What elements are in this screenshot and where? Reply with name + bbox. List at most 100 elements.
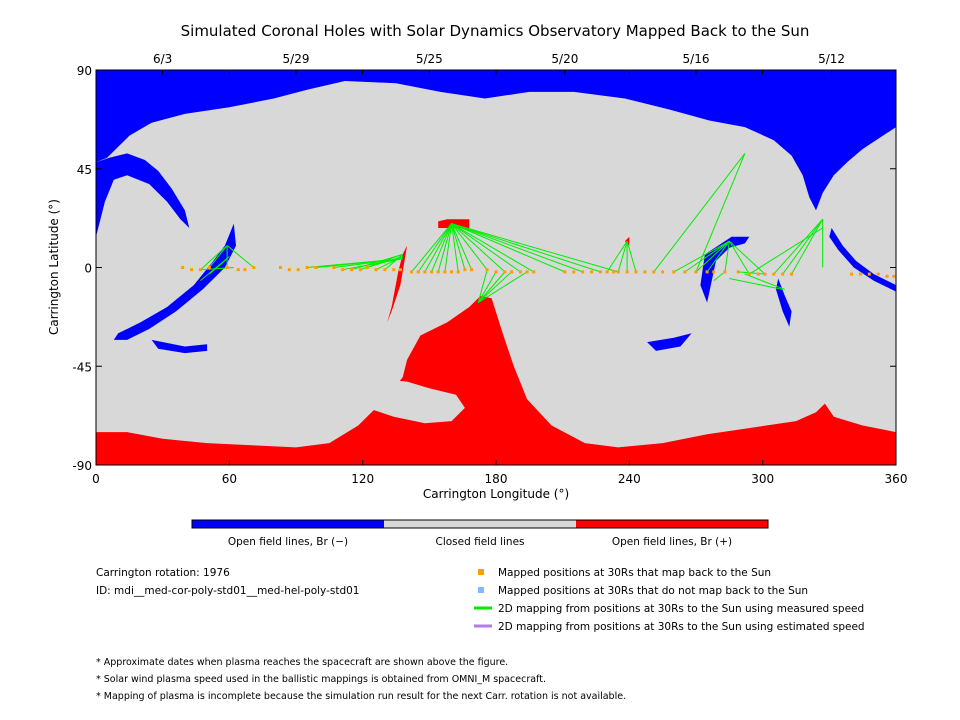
x-tick-label: 60	[222, 472, 237, 486]
mapped-point	[858, 272, 862, 276]
mapped-point	[763, 272, 767, 276]
region-arc1-tail	[151, 339, 208, 354]
mapped-point	[278, 266, 282, 269]
mapping-line	[342, 258, 403, 271]
legend-label: 2D mapping from positions at 30Rs to the…	[498, 603, 864, 615]
mapped-point	[436, 270, 440, 274]
mapping-line	[411, 223, 452, 273]
mapped-point	[885, 274, 889, 278]
mapping-line	[695, 240, 730, 273]
legend: Mapped positions at 30Rs that map back t…	[474, 567, 865, 633]
mapping-line	[451, 223, 506, 273]
mapped-point	[365, 266, 369, 269]
mapped-point	[443, 270, 447, 274]
mapped-point	[781, 272, 785, 276]
run-id-text: ID: mdi__med-cor-poly-std01__med-hel-pol…	[96, 585, 359, 597]
region-north-neg-polar	[96, 70, 896, 211]
mapped-point	[518, 270, 522, 274]
mapping-line	[477, 271, 506, 303]
mapped-point	[332, 266, 336, 269]
mapped-point	[634, 270, 638, 274]
carrington-rotation-text: Carrington rotation: 1976	[96, 567, 230, 579]
x-tick-label: 180	[485, 472, 508, 486]
mapped-point	[612, 270, 616, 274]
mapping-line	[477, 271, 528, 304]
mapping-line	[451, 223, 521, 273]
mapping-line	[424, 223, 452, 273]
mapped-point	[190, 268, 194, 272]
x-tick-label: 0	[92, 472, 100, 486]
mapping-line	[451, 223, 566, 273]
legend-label: Mapped positions at 30Rs that do not map…	[498, 585, 808, 597]
mapping-line	[673, 240, 730, 273]
colorbar-segment	[576, 520, 768, 528]
x-tick-label: 240	[618, 472, 641, 486]
mapping-line	[431, 223, 453, 273]
region-pos-top	[438, 219, 470, 228]
mapping-line	[384, 253, 403, 271]
mapped-point	[450, 270, 454, 274]
mapped-point	[572, 270, 576, 274]
mapped-point	[383, 268, 387, 272]
map-area	[96, 70, 896, 465]
mapped-point	[252, 266, 256, 269]
y-tick-label: 0	[84, 262, 92, 276]
mapped-point	[790, 272, 794, 276]
mapped-point	[485, 268, 489, 272]
mapping-line	[744, 273, 786, 290]
mapping-line	[226, 245, 255, 268]
mapping-line	[477, 271, 512, 303]
mapped-point	[712, 270, 716, 274]
x-tick-label: 120	[351, 472, 374, 486]
mapped-point	[503, 270, 507, 274]
mapped-point	[694, 270, 698, 274]
colorbar-segment	[384, 520, 576, 528]
x-tick-label: 360	[885, 472, 908, 486]
mapped-point	[350, 268, 354, 272]
y-tick-label: 45	[77, 163, 92, 177]
mapped-point	[850, 272, 854, 276]
y-tick-label: -45	[72, 360, 92, 374]
mapped-point	[423, 270, 427, 274]
mapping-line	[451, 223, 459, 272]
mapping-line	[451, 223, 601, 273]
region-small-hole-c	[647, 333, 692, 351]
colorbar-segment	[192, 520, 384, 528]
mapping-line	[444, 223, 453, 272]
mapping-line	[451, 223, 466, 270]
y-axis-label: Carrington Latitude (°)	[47, 199, 61, 335]
colorbar-label: Open field lines, Br (+)	[612, 536, 732, 548]
legend-swatch-point	[478, 569, 484, 575]
mapping-line	[724, 241, 730, 272]
region-small-hole-b	[776, 278, 792, 327]
mapped-point	[494, 270, 498, 274]
mapped-point	[616, 270, 620, 274]
mapped-point	[525, 270, 529, 274]
footnote: * Solar wind plasma speed used in the ba…	[96, 674, 546, 685]
mapping-line	[208, 245, 228, 268]
mapped-point	[296, 268, 300, 272]
y-tick-label: 90	[77, 64, 92, 78]
date-tick-label: 5/20	[551, 52, 578, 66]
colorbar-label: Open field lines, Br (−)	[228, 536, 348, 548]
mapped-point	[590, 270, 594, 274]
mapped-point	[305, 266, 309, 269]
mapped-point	[581, 270, 585, 274]
date-tick-label: 5/25	[416, 52, 443, 66]
mapping-line	[653, 153, 746, 273]
mapping-line	[451, 223, 473, 270]
mapping-line	[626, 241, 637, 273]
mapped-point	[430, 270, 434, 274]
date-tick-label: 5/29	[283, 52, 310, 66]
date-tick-label: 5/12	[818, 52, 845, 66]
mapping-line	[451, 223, 488, 270]
mapped-point	[314, 266, 318, 269]
footnote: * Mapping of plasma is incomplete becaus…	[96, 691, 626, 702]
mapping-line	[713, 271, 726, 282]
mapping-line	[451, 223, 535, 273]
colorbar: Open field lines, Br (−) Closed field lin…	[191, 519, 769, 548]
mapped-point	[736, 270, 740, 274]
mapping-line	[749, 227, 823, 275]
mapped-point	[207, 266, 211, 269]
mapped-point	[563, 270, 567, 274]
